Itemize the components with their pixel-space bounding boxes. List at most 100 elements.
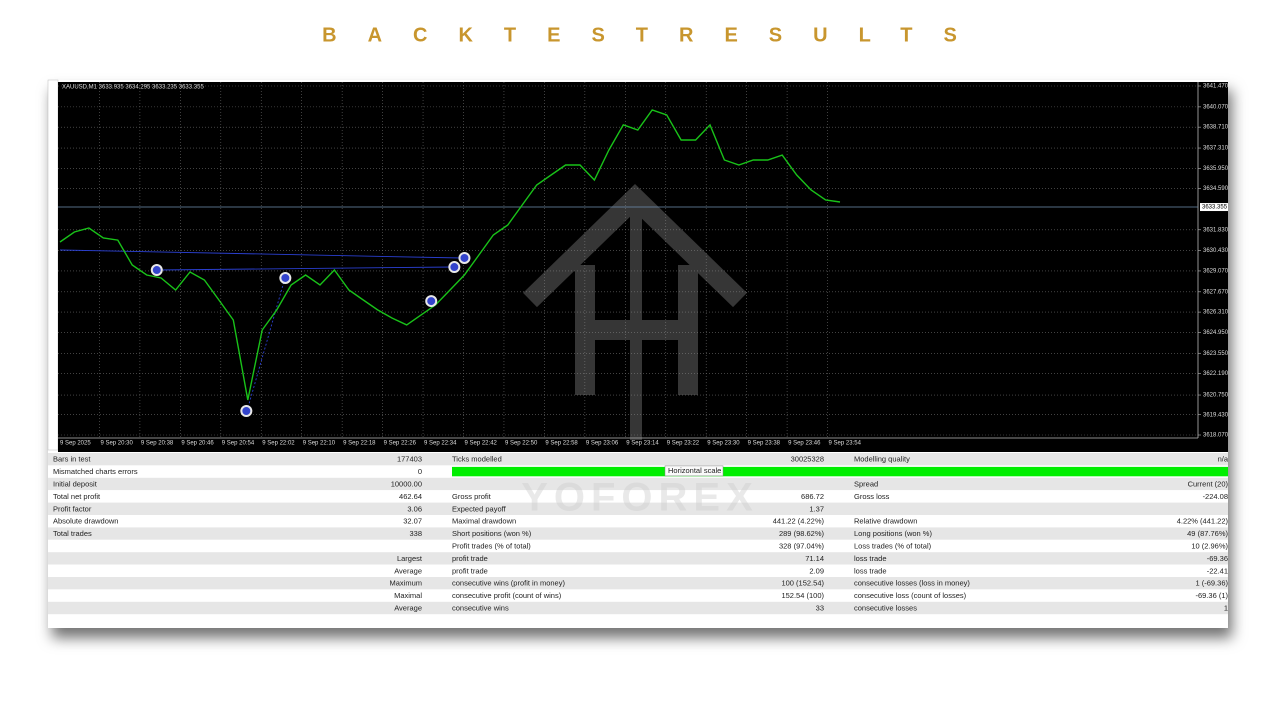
y-tick-label: 3635.950 <box>1203 166 1229 172</box>
current-price-box <box>1200 203 1228 212</box>
report-cell: 3.06 <box>407 504 422 513</box>
report-cell: Relative drawdown <box>854 517 917 526</box>
report-cell: consecutive wins <box>452 603 509 612</box>
trade-marker <box>240 404 253 417</box>
y-tick-label: 3626.310 <box>1203 310 1229 316</box>
report-cell: -22.41 <box>1207 566 1228 575</box>
report-row <box>48 477 1228 491</box>
report-cell: loss trade <box>854 566 887 575</box>
report-row <box>48 502 1228 515</box>
report-row <box>48 552 1228 565</box>
x-tick-label: 9 Sep 22:02 <box>262 441 295 447</box>
report-cell: consecutive loss (count of losses) <box>854 591 967 600</box>
report-cell: 289 (98.62%) <box>779 529 825 538</box>
price-line <box>59 109 841 401</box>
report-cell: Maximal drawdown <box>452 517 516 526</box>
report-cell: profit trade <box>452 566 488 575</box>
x-tick-label: 9 Sep 23:30 <box>707 441 740 447</box>
y-tick-label: 3620.750 <box>1203 393 1229 399</box>
y-tick-label: 3630.430 <box>1203 248 1229 254</box>
report-cell: -69.36 (1) <box>1195 591 1228 600</box>
trade-marker <box>150 264 163 277</box>
report-cell: 1.37 <box>809 504 824 513</box>
report-cell: -224.08 <box>1203 492 1228 501</box>
report-cell: 686.72 <box>801 492 824 501</box>
report-cell: 49 (87.76%) <box>1187 529 1228 538</box>
trade-marker <box>425 295 438 308</box>
report-cell: Total trades <box>53 529 92 538</box>
y-tick-label: 3618.070 <box>1203 433 1229 439</box>
report-cell: Maximal <box>394 591 422 600</box>
report-cell: Gross loss <box>854 492 890 501</box>
report-cell: Long positions (won %) <box>854 529 932 538</box>
watermark-text: YOFOREX <box>521 476 759 520</box>
chart-header: XAUUSD,M1 3633.935 3634.295 3633.235 363… <box>62 85 204 91</box>
report-row <box>48 564 1228 577</box>
report-cell: Modelling quality <box>854 455 910 464</box>
x-tick-label: 9 Sep 23:54 <box>829 441 862 447</box>
left-toolbar <box>47 79 59 451</box>
x-tick-label: 9 Sep 23:46 <box>788 441 821 447</box>
report-cell: 33 <box>816 603 824 612</box>
x-tick-label: 9 Sep 20:46 <box>181 441 214 447</box>
report-cell: loss trade <box>854 554 887 563</box>
report-cell: n/a <box>1218 455 1229 464</box>
report-cell: Current (20) <box>1188 479 1229 488</box>
report-cell: Maximum <box>389 579 422 588</box>
trade-marker <box>458 251 471 264</box>
report-cell: Profit trades (% of total) <box>452 541 531 550</box>
order-line <box>246 277 286 412</box>
grid: 3641.470 3640.070 3638.710 3637.310 3635.950… <box>58 82 1229 447</box>
report-cell: Average <box>394 603 422 612</box>
chart-area <box>58 82 1228 452</box>
report-cell: 30025328 <box>791 455 824 464</box>
order-line <box>59 249 463 259</box>
x-tick-label: 9 Sep 22:42 <box>465 441 498 447</box>
report-cell: 100 (152.54) <box>781 579 824 588</box>
tooltip: Horizontal scale <box>668 466 721 475</box>
report-cell: Absolute drawdown <box>53 517 118 526</box>
report-cell: consecutive profit (count of wins) <box>452 591 562 600</box>
report-cell: 4.22% (441.22) <box>1177 517 1229 526</box>
report-cell: 10 (2.96%) <box>1191 541 1228 550</box>
report-cell: -69.36 <box>1207 554 1228 563</box>
x-tick-label: 9 Sep 2025 <box>60 441 91 447</box>
y-tick-label: 3629.070 <box>1203 269 1229 275</box>
x-tick-label: 9 Sep 20:30 <box>100 441 133 447</box>
report-cell: Initial deposit <box>53 479 98 488</box>
x-tick-label: 9 Sep 23:06 <box>586 441 619 447</box>
report-cell: consecutive losses <box>854 603 917 612</box>
report-cell: Expected payoff <box>452 504 507 513</box>
report-cell: 177403 <box>397 455 422 464</box>
y-tick-label: 3622.190 <box>1203 371 1229 377</box>
report-cell: consecutive losses (loss in money) <box>854 579 970 588</box>
report-cell: 1 <box>1224 603 1228 612</box>
plot: 3633.355 <box>58 109 1228 417</box>
report-row <box>48 527 1228 540</box>
y-tick-label: 3619.430 <box>1203 412 1229 418</box>
report-cell: Average <box>394 566 422 575</box>
y-tick-label: 3627.670 <box>1203 289 1229 295</box>
report-row <box>48 539 1228 553</box>
report-cell: 338 <box>409 529 422 538</box>
report-cell: Bars in test <box>53 455 91 464</box>
x-tick-label: 9 Sep 22:18 <box>343 441 376 447</box>
y-tick-label: 3634.590 <box>1203 186 1229 192</box>
x-tick-label: 9 Sep 20:54 <box>222 441 255 447</box>
current-price-label: 3633.355 <box>1202 205 1228 211</box>
report-cell: Largest <box>397 554 423 563</box>
x-tick-label: 9 Sep 22:26 <box>384 441 417 447</box>
report-cell: profit trade <box>452 554 488 563</box>
report-cell: 0 <box>418 467 422 476</box>
y-tick-label: 3637.310 <box>1203 146 1229 152</box>
report-cell: 328 (97.04%) <box>779 541 825 550</box>
y-tick-label: 3638.710 <box>1203 125 1229 131</box>
report-cell: Short positions (won %) <box>452 529 532 538</box>
trade-marker <box>279 271 292 284</box>
trade-marker <box>448 261 461 274</box>
report-cell: Loss trades (% of total) <box>854 541 932 550</box>
report-cell: Ticks modelled <box>452 455 502 464</box>
x-tick-label: 9 Sep 20:38 <box>141 441 174 447</box>
report-row <box>48 601 1228 615</box>
